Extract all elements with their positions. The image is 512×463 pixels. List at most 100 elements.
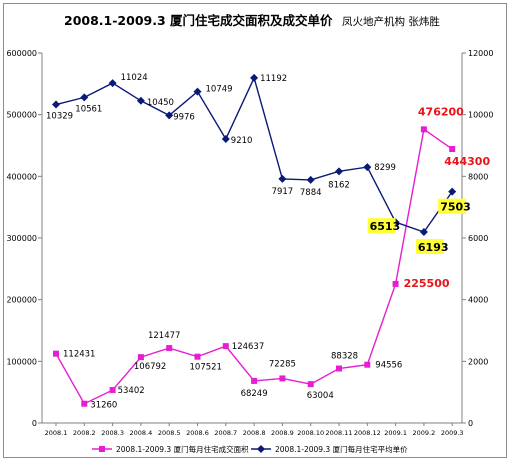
price-data-label: 11192	[260, 74, 287, 84]
y-right-tick-label: 10000	[468, 111, 493, 120]
price-point	[136, 96, 145, 105]
area-point	[137, 354, 144, 361]
area-data-label: 225500	[404, 277, 450, 290]
price-point	[250, 73, 259, 82]
y-left-tick-label: 100000	[6, 357, 37, 366]
y-left-tick-label: 200000	[6, 296, 37, 305]
area-point	[420, 126, 427, 133]
area-data-label: 107521	[190, 363, 222, 373]
price-point	[363, 163, 372, 172]
price-data-label: 6193	[418, 241, 449, 254]
price-label-highlight	[367, 218, 396, 234]
price-point	[419, 228, 428, 237]
area-data-label: 31260	[90, 401, 117, 411]
area-data-label: 121477	[148, 331, 180, 341]
price-data-label: 9976	[173, 112, 195, 122]
x-tick-label: 2008.2	[73, 429, 96, 437]
price-point	[165, 111, 174, 120]
area-point	[449, 146, 456, 153]
area-data-label: 476200	[418, 105, 464, 118]
price-point	[80, 93, 89, 102]
x-tick-label: 2008.10	[297, 429, 324, 437]
x-tick-label: 2009.1	[384, 429, 407, 437]
y-right-tick-label: 4000	[468, 296, 488, 305]
plot-area: 0 100000 200000 300000 400000 500000 600000 0 20…	[6, 49, 493, 437]
y-right-tick-label: 2000	[468, 357, 488, 366]
price-point	[448, 187, 457, 196]
legend-area-label: 2008.1-2009.3 厦门每月住宅成交面积	[116, 444, 249, 454]
x-tick-label: 2008.3	[101, 429, 124, 437]
area-point	[81, 400, 88, 407]
price-data-label: 11024	[121, 73, 148, 83]
area-point	[251, 377, 258, 384]
x-tick-label: 2009.3	[441, 429, 464, 437]
area-point	[166, 345, 173, 352]
area-point	[279, 375, 286, 382]
area-point	[307, 381, 314, 388]
legend: 2008.1-2009.3 厦门每月住宅成交面积 2008.1-2009.3 厦门…	[92, 444, 408, 454]
area-point	[194, 353, 201, 360]
area-point	[392, 280, 399, 287]
price-data-label: 10749	[206, 85, 233, 95]
x-tick-label: 2008.5	[158, 429, 181, 437]
x-tick-label: 2008.1	[45, 429, 68, 437]
area-data-label: 106792	[134, 362, 166, 372]
area-point	[53, 350, 59, 357]
price-data-label: 6513	[370, 220, 401, 233]
y-left-tick-label: 0	[32, 419, 37, 428]
y-right-tick-label: 8000	[468, 172, 488, 181]
area-data-label: 112431	[63, 350, 95, 360]
legend-area-swatch-marker	[99, 446, 105, 452]
y-left-tick-label: 500000	[6, 111, 37, 120]
y-left-tick-label: 400000	[6, 172, 37, 181]
x-tick-label: 2009.2	[413, 429, 436, 437]
price-data-label: 8162	[328, 180, 350, 190]
area-data-label: 94556	[375, 361, 402, 371]
price-point	[306, 175, 315, 184]
price-point	[221, 135, 230, 144]
price-data-label: 9210	[231, 136, 253, 146]
y-right-tick-label: 0	[468, 419, 473, 428]
area-data-label: 124637	[232, 342, 264, 352]
price-point	[278, 174, 287, 183]
x-tick-label: 2008.11	[326, 429, 353, 437]
area-point	[109, 387, 116, 394]
price-data-label: 10329	[46, 112, 73, 122]
y-left-tick-label: 300000	[6, 234, 37, 243]
area-data-label: 53402	[118, 386, 145, 396]
price-point	[335, 167, 343, 176]
area-data-label: 88328	[331, 352, 358, 362]
area-data-label: 444300	[444, 155, 490, 168]
area-data-label: 68249	[241, 389, 268, 399]
x-tick-label: 2008.7	[214, 429, 237, 437]
legend-price-swatch-marker	[257, 445, 265, 453]
price-point	[108, 79, 117, 88]
x-tick-label: 2008.6	[186, 429, 209, 437]
price-data-label: 8299	[374, 163, 396, 173]
x-tick-label: 2008.4	[130, 429, 153, 437]
price-data-label: 10561	[75, 104, 102, 114]
series-price-line	[55, 75, 453, 233]
y-right-tick-label: 6000	[468, 234, 488, 243]
area-data-label: 72285	[269, 359, 296, 369]
price-data-label: 10450	[147, 98, 174, 108]
price-label-highlight	[415, 239, 444, 255]
area-point	[336, 365, 342, 372]
price-point	[52, 100, 60, 109]
chart-title: 2008.1-2009.3 厦门住宅成交面积及成交单价	[64, 13, 333, 28]
area-point	[222, 343, 229, 350]
price-data-label: 7884	[300, 188, 322, 198]
y-left-tick-label: 600000	[6, 49, 37, 58]
area-point	[364, 361, 371, 368]
price-point	[193, 87, 202, 96]
x-tick-label: 2008.8	[243, 429, 266, 437]
price-data-label: 7917	[272, 187, 294, 197]
area-data-label: 63004	[307, 391, 334, 401]
x-tick-label: 2008.12	[354, 429, 381, 437]
price-label-highlight	[438, 198, 467, 214]
y-right-tick-label: 12000	[468, 49, 493, 58]
legend-price-label: 2008.1-2009.3 厦门每月住宅平均单价	[275, 444, 408, 454]
x-tick-label: 2008.9	[271, 429, 294, 437]
price-data-label: 7503	[440, 201, 471, 214]
